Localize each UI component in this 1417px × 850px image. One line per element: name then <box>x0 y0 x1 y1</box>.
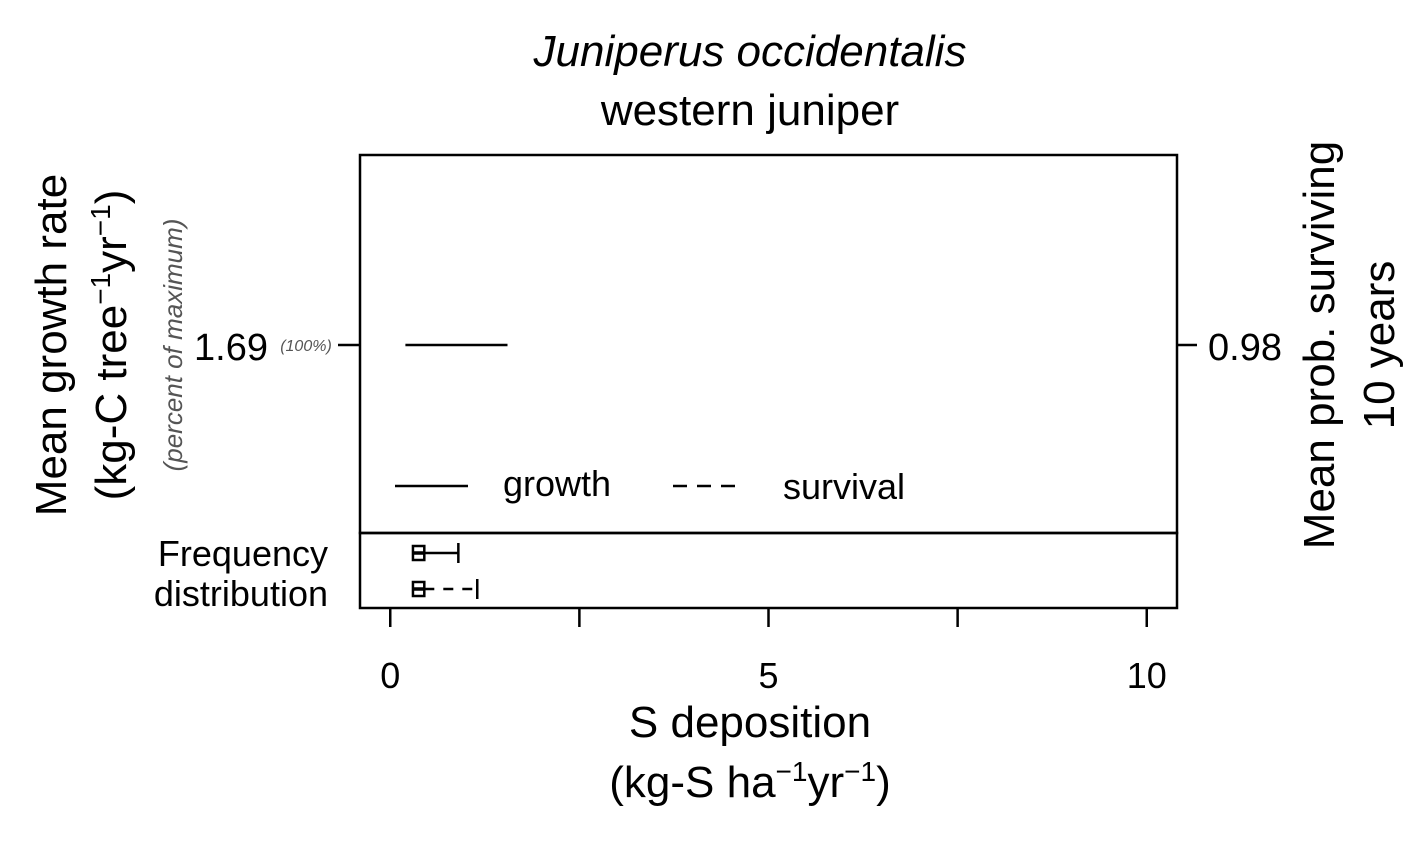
x-axis-units: (kg-S ha−1yr−1) <box>609 756 890 807</box>
x-axis-label: S deposition <box>629 698 871 747</box>
y-left-axis-label: Mean growth rate <box>27 174 76 516</box>
distribution-layer <box>411 543 479 599</box>
y-right-tick-label: 0.98 <box>1208 327 1282 369</box>
distribution-panel-frame <box>358 531 1179 610</box>
y-right-axis-label-line2: 10 years <box>1355 261 1404 430</box>
y-right-axis-label-line1: Mean prob. surviving <box>1295 141 1344 549</box>
legend: growth survival <box>395 463 905 507</box>
y-left-axis-sublabel: (percent of maximum) <box>158 219 188 472</box>
y-left-axis-units: (kg-C tree−1yr−1) <box>85 190 136 501</box>
chart-title: Juniperus occidentalis <box>533 27 967 76</box>
x-tick-label: 0 <box>380 655 400 696</box>
boxplot-survival <box>411 579 479 599</box>
legend-growth-label: growth <box>503 463 611 504</box>
x-axis: 0 5 10 <box>380 608 1167 696</box>
distribution-label-line2: distribution <box>154 573 328 614</box>
distribution-label-line1: Frequency <box>158 533 328 574</box>
x-tick-label: 5 <box>758 655 778 696</box>
boxplot-growth <box>411 543 460 563</box>
y-left-tick-percent: (100%) <box>280 338 332 355</box>
chart-subtitle: western juniper <box>600 86 899 135</box>
legend-survival-label: survival <box>783 466 905 507</box>
y-left-tick-label: 1.69 <box>194 327 268 369</box>
x-tick-label: 10 <box>1127 655 1167 696</box>
